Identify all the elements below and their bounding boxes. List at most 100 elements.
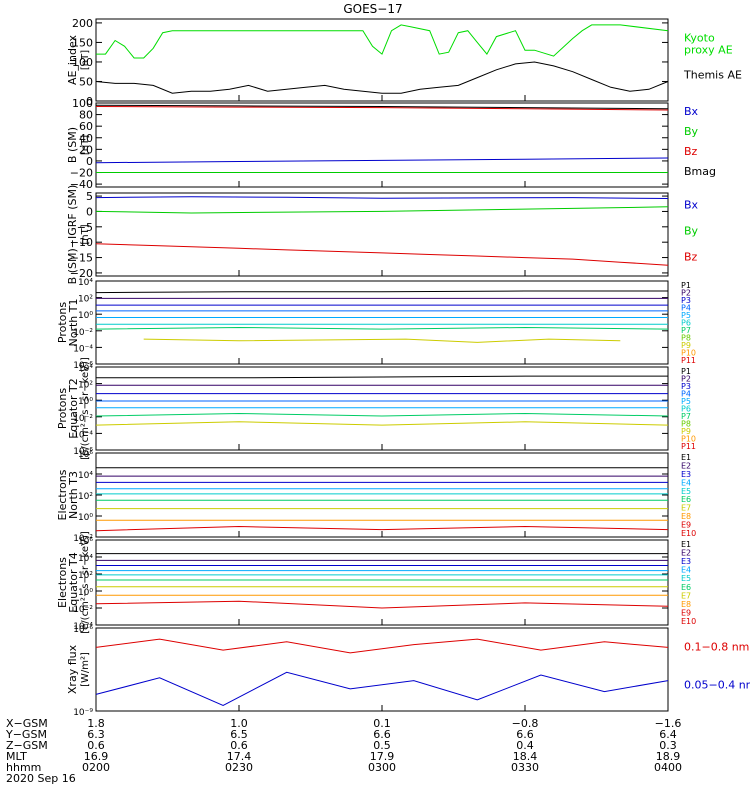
legend-entry: P7 — [681, 326, 691, 335]
y-tick-label: −15 — [70, 252, 93, 265]
legend-entry: P2 — [681, 375, 691, 384]
legend-entry: E5 — [681, 574, 691, 583]
y-tick-label: 10² — [78, 295, 93, 305]
time-row-label: X−GSM — [6, 717, 48, 730]
y-tick-label: 10² — [78, 381, 93, 391]
time-row-value: 6.6 — [373, 728, 391, 741]
time-row-value: 1.0 — [230, 717, 248, 730]
legend-entry: P6 — [681, 319, 691, 328]
legend-entry: 0.1−0.8 nm — [684, 641, 749, 654]
legend-entry: E2 — [681, 461, 691, 470]
y-tick-label: 100 — [72, 56, 93, 69]
y-tick-label: 40 — [79, 132, 93, 145]
y-tick-label: 10⁶ — [78, 537, 93, 547]
y-tick-label: 10⁴ — [78, 278, 93, 288]
legend-entry: P1 — [681, 367, 691, 376]
legend-entry: E7 — [681, 504, 691, 513]
legend-entry: E8 — [681, 600, 691, 609]
time-row-value: 18.9 — [656, 750, 681, 763]
y-axis-label-2: Equator T2 — [67, 378, 80, 438]
y-tick-label: 10⁻⁴ — [73, 344, 93, 354]
y-tick-label: 10⁴ — [78, 471, 93, 481]
legend-entry: E9 — [681, 521, 691, 530]
legend-entry: By — [684, 125, 699, 138]
series-line-By — [95, 206, 669, 214]
legend-entry: E10 — [681, 617, 696, 626]
y-axis-label: B (SM) — [66, 127, 79, 163]
series-line-P6 — [95, 412, 669, 417]
legend-entry: E6 — [681, 583, 691, 592]
series-line-Bx — [95, 196, 669, 199]
y-tick-label: 10⁻⁴ — [73, 622, 93, 632]
legend-entry: P5 — [681, 397, 691, 406]
series-line-P1 — [95, 290, 668, 294]
legend-entry: 0.05−0.4 nm — [684, 678, 750, 691]
y-tick-label: 10⁰ — [78, 397, 93, 407]
series-line-E9 — [95, 525, 669, 532]
y-tick-label: 10⁻² — [73, 605, 93, 615]
legend-entry: Bz — [684, 145, 698, 158]
time-row-label: Z−GSM — [6, 739, 48, 752]
legend-entry: proxy AE — [684, 43, 733, 56]
y-tick-label: 10⁶ — [78, 450, 93, 460]
legend-entry: P11 — [681, 442, 696, 451]
y-axis-label-2: North T3 — [67, 471, 80, 519]
time-row-value: 16.9 — [84, 750, 109, 763]
y-tick-label: 10⁻² — [73, 414, 93, 424]
legend-entry: P7 — [681, 412, 691, 421]
legend-entry: E3 — [681, 470, 691, 479]
legend-entry: E9 — [681, 608, 691, 617]
panel-frame — [95, 102, 669, 188]
legend-entry: P6 — [681, 405, 691, 414]
series-line-P8 — [143, 338, 621, 343]
y-tick-label: 50 — [79, 75, 93, 88]
legend-entry: P2 — [681, 289, 691, 298]
panel-frame — [95, 366, 669, 451]
time-row-label: hhmm — [6, 761, 41, 774]
y-axis-unit: [nT] — [80, 135, 91, 155]
y-axis-unit: [e/(cm²−s−sr−keV)] — [80, 531, 91, 634]
panel-frame — [95, 539, 669, 626]
y-axis-label-2: Equator T4 — [67, 552, 80, 612]
legend-entry: E1 — [681, 453, 691, 462]
legend-entry: Themis AE — [683, 69, 742, 82]
series-line-Bz — [95, 243, 669, 266]
y-tick-label: 10⁴ — [78, 554, 93, 564]
legend-entry: E1 — [681, 540, 691, 549]
time-date: 2020 Sep 16 — [6, 772, 76, 785]
legend-entry: P1 — [681, 281, 691, 290]
y-axis-unit: [nT] — [80, 224, 91, 244]
y-tick-label: 10⁰ — [78, 588, 93, 598]
series-line-E9 — [95, 600, 669, 609]
series-line-Bmag — [95, 104, 669, 110]
panel-xray: 10⁻⁹ 10⁻⁶ Xray flux [W/m²] 0.1−0.8 nm 0.05−0.… — [66, 625, 750, 718]
legend-entry: E10 — [681, 529, 696, 538]
y-tick-label: 0 — [86, 205, 93, 218]
y-axis-unit: [W/m²] — [80, 652, 91, 687]
y-tick-label: 10⁻⁶ — [73, 361, 93, 371]
y-axis-label: Electrons — [56, 557, 69, 608]
time-row-value: 0.3 — [659, 739, 677, 752]
series-line-Bx — [95, 157, 669, 164]
time-row-value: 0.6 — [87, 739, 105, 752]
y-axis-unit: [nT] — [80, 50, 91, 70]
y-tick-label: 10⁻² — [73, 534, 93, 544]
y-tick-label: −20 — [70, 167, 93, 180]
time-row-value: 6.4 — [659, 728, 677, 741]
y-tick-label: 0 — [86, 95, 93, 108]
panel-frame — [95, 192, 669, 277]
y-tick-label: 80 — [79, 109, 93, 122]
time-row-label: Y−GSM — [5, 728, 47, 741]
legend-entry: P4 — [681, 304, 691, 313]
legend-entry: P10 — [681, 435, 696, 444]
y-tick-label: 10² — [78, 492, 93, 502]
y-axis-label: Electrons — [56, 469, 69, 520]
y-tick-label: 10⁻⁶ — [73, 625, 93, 635]
legend-entry: P11 — [681, 356, 696, 365]
time-row-value: 0.5 — [373, 739, 391, 752]
time-row-value: 17.4 — [227, 750, 252, 763]
legend-entry: P9 — [681, 427, 691, 436]
